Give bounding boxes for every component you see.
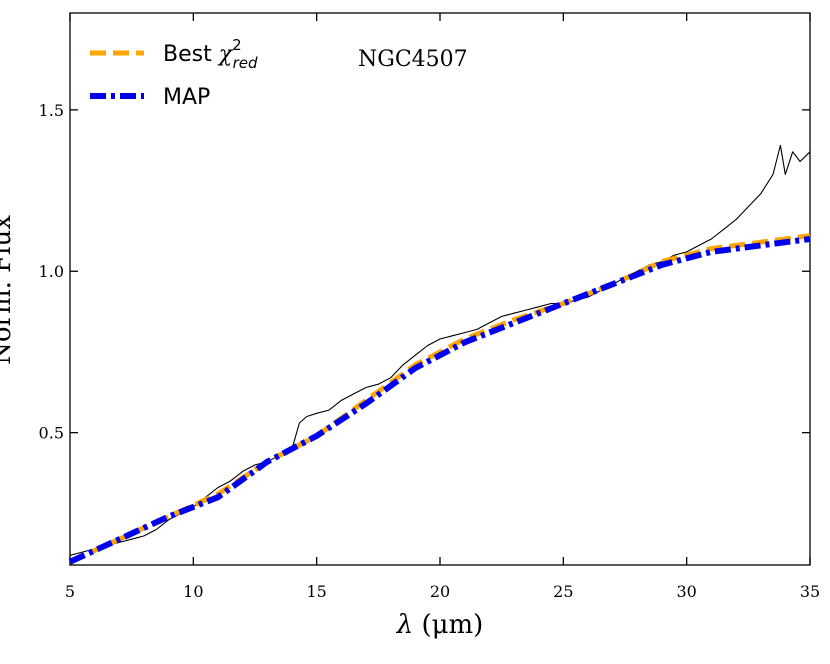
- x-tick-label: 25: [553, 582, 573, 601]
- x-tick-label: 10: [183, 582, 203, 601]
- object-name-annotation: NGC4507: [358, 47, 468, 72]
- plot-area-frame: [69, 12, 811, 566]
- legend-label-best-chi2: Best χ2 red: [163, 36, 258, 72]
- legend: Best χ2 red MAP: [90, 36, 258, 110]
- x-tick-label: 30: [676, 582, 696, 601]
- series-line-map: [68, 236, 811, 565]
- y-tick-label: 0.5: [39, 424, 64, 443]
- x-tick-label: 35: [800, 582, 820, 601]
- y-tick-label: 1.0: [39, 262, 64, 281]
- y-axis-title: Norm. Flux: [0, 215, 17, 365]
- legend-label-map: MAP: [163, 85, 210, 110]
- series-layer: [68, 144, 811, 565]
- x-axis: 5 10 15 20 25 30 35: [65, 13, 820, 601]
- x-tick-label: 20: [430, 582, 450, 601]
- y-tick-label: 1.5: [39, 101, 64, 120]
- y-axis: 0.5 1.0 1.5: [39, 101, 810, 443]
- x-axis-title: λ (μm): [396, 610, 484, 640]
- x-tick-label: 15: [306, 582, 326, 601]
- x-tick-label: 5: [65, 582, 75, 601]
